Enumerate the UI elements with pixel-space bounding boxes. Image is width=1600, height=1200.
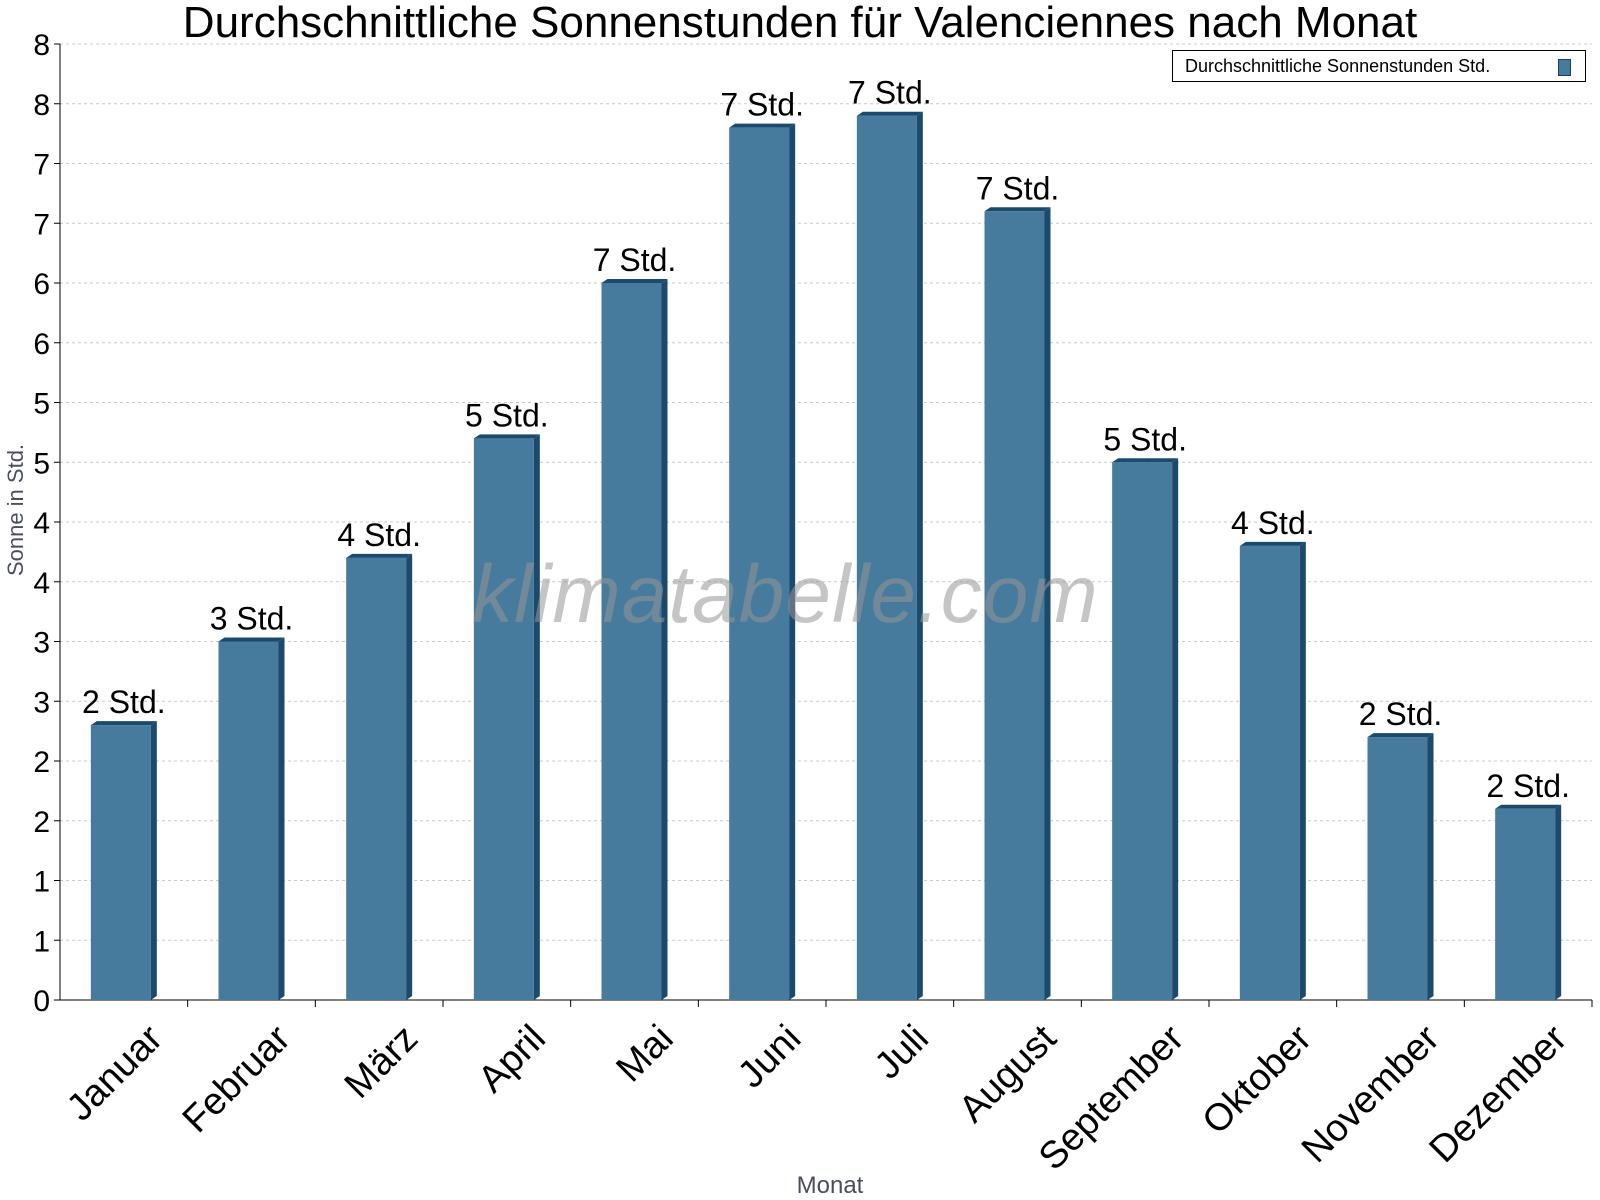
x-tick-label: April <box>470 1017 553 1100</box>
y-tick-label: 7 <box>33 149 50 182</box>
bar-top <box>1239 541 1306 546</box>
y-tick-label: 7 <box>33 208 50 241</box>
bar-top <box>1367 733 1434 738</box>
bar <box>90 725 151 1000</box>
y-tick-label: 8 <box>33 29 50 62</box>
y-axis-title: Sonne in Std. <box>3 443 28 577</box>
data-label: 7 Std. <box>848 75 932 111</box>
bar-side <box>1299 541 1306 1000</box>
y-tick-label: 5 <box>33 388 50 421</box>
data-label: 4 Std. <box>337 517 421 553</box>
y-tick-label: 5 <box>33 447 50 480</box>
data-label: 5 Std. <box>1103 421 1187 457</box>
legend-swatch <box>1558 59 1571 76</box>
y-tick-label: 1 <box>33 925 50 958</box>
bar <box>346 557 407 1000</box>
data-label: 4 Std. <box>1231 505 1315 541</box>
bar-side <box>1172 458 1179 1000</box>
bar-top <box>90 721 157 726</box>
y-tick-label: 6 <box>33 328 50 361</box>
y-tick-label: 4 <box>33 507 50 540</box>
legend: Durchschnittliche Sonnenstunden Std. <box>1172 50 1586 82</box>
y-tick-label: 1 <box>33 866 50 899</box>
x-tick-label: Januar <box>59 1017 171 1129</box>
data-label: 3 Std. <box>210 601 294 637</box>
bar-top <box>856 111 923 116</box>
data-label: 5 Std. <box>465 397 549 433</box>
legend-label: Durchschnittliche Sonnenstunden Std. <box>1185 56 1491 76</box>
x-tick-label: Oktober <box>1195 1017 1321 1143</box>
bar-side <box>150 721 157 1000</box>
y-tick-label: 4 <box>33 567 50 600</box>
chart-title: Durchschnittliche Sonnenstunden für Vale… <box>182 0 1418 47</box>
y-tick-label: 3 <box>33 627 50 660</box>
bar <box>1239 545 1300 1000</box>
bar-side <box>789 123 796 1000</box>
bar-top <box>1112 458 1179 463</box>
bar-side <box>1427 733 1434 1000</box>
bar-top <box>984 207 1051 212</box>
data-label: 2 Std. <box>1359 696 1443 732</box>
bar <box>984 211 1045 1001</box>
x-tick-label: Mai <box>609 1017 682 1090</box>
bar <box>1112 462 1173 1000</box>
x-tick-label: August <box>951 1017 1065 1131</box>
bar-side <box>1555 804 1562 1000</box>
bar-top <box>1495 804 1562 809</box>
y-tick-label: 2 <box>33 746 50 779</box>
x-tick-label: Juli <box>867 1017 937 1087</box>
y-tick-label: 0 <box>33 985 50 1018</box>
bar <box>1367 737 1428 1000</box>
data-label: 7 Std. <box>976 170 1060 206</box>
y-tick-label: 2 <box>33 806 50 839</box>
bar-side <box>1044 207 1051 1001</box>
bar <box>218 641 279 1000</box>
data-label: 2 Std. <box>82 684 166 720</box>
bar-top <box>601 279 668 283</box>
bar-top <box>346 553 413 558</box>
x-tick-label: Juni <box>730 1017 809 1096</box>
y-tick-label: 6 <box>33 268 50 301</box>
x-tick-label: Februar <box>175 1017 299 1141</box>
y-tick-label: 3 <box>33 686 50 719</box>
bar-top <box>729 123 796 128</box>
bar-side <box>916 111 923 1000</box>
bar <box>856 115 917 1000</box>
bar <box>601 283 662 1000</box>
bar-side <box>533 434 540 1001</box>
data-label: 7 Std. <box>720 87 804 123</box>
x-tick-label: Dezember <box>1422 1017 1576 1171</box>
data-label: 2 Std. <box>1486 768 1570 804</box>
bar <box>1495 808 1556 1000</box>
bar-side <box>661 279 668 1000</box>
y-tick-label: 8 <box>33 89 50 122</box>
x-tick-label: November <box>1294 1017 1448 1171</box>
watermark: klimatabelle.com <box>472 549 1099 640</box>
bar <box>473 438 534 1001</box>
x-tick-label: März <box>337 1017 426 1106</box>
bar <box>729 127 790 1000</box>
x-axis-title: Monat <box>796 1172 864 1199</box>
bar-side <box>406 553 413 1000</box>
bar-side <box>278 637 285 1000</box>
data-label: 7 Std. <box>593 242 677 278</box>
bar-top <box>473 434 540 439</box>
bar-top <box>218 637 285 642</box>
